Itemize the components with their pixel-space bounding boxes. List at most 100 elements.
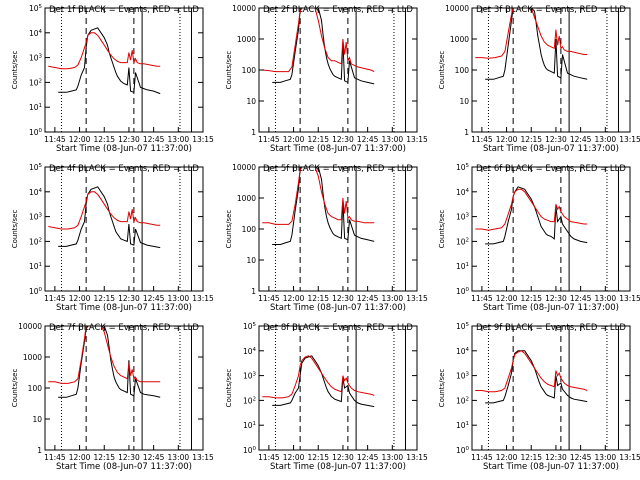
y-tick-label: 103 <box>456 372 470 381</box>
x-tick-label: 12:30 <box>118 294 140 303</box>
y-axis-label: Counts/sec <box>438 210 446 249</box>
x-tick-label: 12:15 <box>520 453 542 462</box>
y-tick-label: 105 <box>29 4 43 13</box>
x-tick-label: 12:00 <box>69 135 91 144</box>
y-tick-label: 102 <box>243 396 256 405</box>
lld-series-line <box>48 325 161 384</box>
x-tick-label: 12:00 <box>283 135 305 144</box>
x-tick-label: 12:00 <box>69 453 91 462</box>
y-tick-label: 100 <box>242 66 257 75</box>
x-tick-label: 11:45 <box>471 294 493 303</box>
panel-title: Det 7f BLACK = Events, RED = LLD <box>49 323 199 333</box>
plot-frame <box>471 7 631 133</box>
y-tick-label: 10000 <box>232 163 256 172</box>
y-tick-label: 100 <box>456 287 470 296</box>
events-series-line <box>485 186 588 245</box>
y-tick-label: 100 <box>242 225 257 234</box>
events-series-line <box>58 325 161 398</box>
panel-title: Det 5f BLACK = Events, RED = LLD <box>263 164 413 174</box>
y-axis-label: Counts/sec <box>225 51 233 90</box>
lld-series-line <box>262 355 375 399</box>
events-series-line <box>272 7 375 85</box>
y-axis-label: Counts/sec <box>11 51 19 90</box>
events-series-line <box>58 186 161 249</box>
y-tick-label: 103 <box>243 372 257 381</box>
x-tick-label: 12:00 <box>69 294 91 303</box>
detector-panel-9: Det 9f BLACK = Events, RED = LLD 100 101 10… <box>438 322 640 472</box>
events-series-line <box>485 350 588 404</box>
x-tick-label: 12:45 <box>357 453 379 462</box>
y-tick-label: 104 <box>456 188 470 197</box>
y-axis-label: Counts/sec <box>11 369 19 408</box>
y-tick-label: 100 <box>28 384 43 393</box>
x-tick-label: 12:00 <box>496 453 518 462</box>
plot-frame <box>258 166 418 292</box>
x-tick-label: 13:00 <box>168 135 190 144</box>
plot-frame <box>471 166 631 292</box>
y-tick-label: 102 <box>456 396 469 405</box>
y-tick-label: 100 <box>29 128 43 137</box>
panel-title: Det 1f BLACK = Events, RED = LLD <box>49 5 199 15</box>
x-tick-label: 11:45 <box>44 135 66 144</box>
detector-panel-1: Det 1f BLACK = Events, RED = LLD 100 101 10… <box>11 4 214 154</box>
x-axis-label: Start Time (08-Jun-07 11:37:00) <box>270 462 406 472</box>
x-tick-label: 12:15 <box>520 135 542 144</box>
y-tick-label: 10000 <box>445 4 469 13</box>
x-tick-label: 12:30 <box>545 135 567 144</box>
y-tick-label: 100 <box>455 66 470 75</box>
x-tick-label: 12:30 <box>118 135 140 144</box>
x-axis-label: Start Time (08-Jun-07 11:37:00) <box>483 144 619 154</box>
x-tick-label: 13:00 <box>168 294 190 303</box>
panel-title: Det 9f BLACK = Events, RED = LLD <box>476 323 626 333</box>
x-axis-label: Start Time (08-Jun-07 11:37:00) <box>56 144 192 154</box>
y-axis-label: Counts/sec <box>225 210 233 249</box>
x-tick-label: 13:00 <box>168 453 190 462</box>
lld-series-line <box>475 7 588 59</box>
x-tick-label: 12:45 <box>143 453 165 462</box>
detector-panel-8: Det 8f BLACK = Events, RED = LLD 100 101 10… <box>225 322 428 472</box>
y-tick-label: 101 <box>29 103 42 112</box>
x-axis-label: Start Time (08-Jun-07 11:37:00) <box>270 144 406 154</box>
x-axis-label: Start Time (08-Jun-07 11:37:00) <box>270 303 406 313</box>
panel-title: Det 4f BLACK = Events, RED = LLD <box>49 164 199 174</box>
x-tick-label: 13:15 <box>406 294 428 303</box>
panel-title: Det 3f BLACK = Events, RED = LLD <box>476 5 626 15</box>
y-axis-label: Counts/sec <box>438 51 446 90</box>
x-tick-label: 12:45 <box>357 135 379 144</box>
y-tick-label: 1 <box>251 128 256 137</box>
x-tick-label: 12:00 <box>496 135 518 144</box>
x-tick-label: 11:45 <box>258 135 280 144</box>
x-tick-label: 12:15 <box>520 294 542 303</box>
y-tick-label: 10 <box>459 97 469 106</box>
lld-series-line <box>262 7 375 73</box>
x-tick-label: 13:15 <box>192 453 214 462</box>
x-tick-label: 12:30 <box>332 294 354 303</box>
x-tick-label: 12:00 <box>283 453 305 462</box>
events-series-line <box>485 7 588 80</box>
y-tick-label: 103 <box>29 54 43 63</box>
plot-frame <box>258 7 418 133</box>
x-tick-label: 12:15 <box>307 135 329 144</box>
y-axis-label: Counts/sec <box>225 369 233 408</box>
y-tick-label: 1000 <box>237 194 256 203</box>
y-tick-label: 105 <box>243 322 257 331</box>
x-tick-label: 12:00 <box>283 294 305 303</box>
x-tick-label: 13:15 <box>619 453 640 462</box>
x-tick-label: 13:00 <box>382 294 404 303</box>
x-tick-label: 13:15 <box>619 294 640 303</box>
x-tick-label: 13:15 <box>619 135 640 144</box>
panel-title: Det 8f BLACK = Events, RED = LLD <box>263 323 413 333</box>
y-tick-label: 102 <box>29 237 42 246</box>
x-tick-label: 13:15 <box>192 135 214 144</box>
y-tick-label: 105 <box>456 163 470 172</box>
lld-series-line <box>475 350 588 393</box>
x-tick-label: 12:30 <box>545 453 567 462</box>
y-tick-label: 10 <box>246 97 256 106</box>
x-tick-label: 12:30 <box>545 294 567 303</box>
y-tick-label: 104 <box>29 29 43 38</box>
x-tick-label: 12:00 <box>496 294 518 303</box>
y-tick-label: 105 <box>456 322 470 331</box>
plot-frame <box>258 325 418 451</box>
x-tick-label: 12:30 <box>332 453 354 462</box>
